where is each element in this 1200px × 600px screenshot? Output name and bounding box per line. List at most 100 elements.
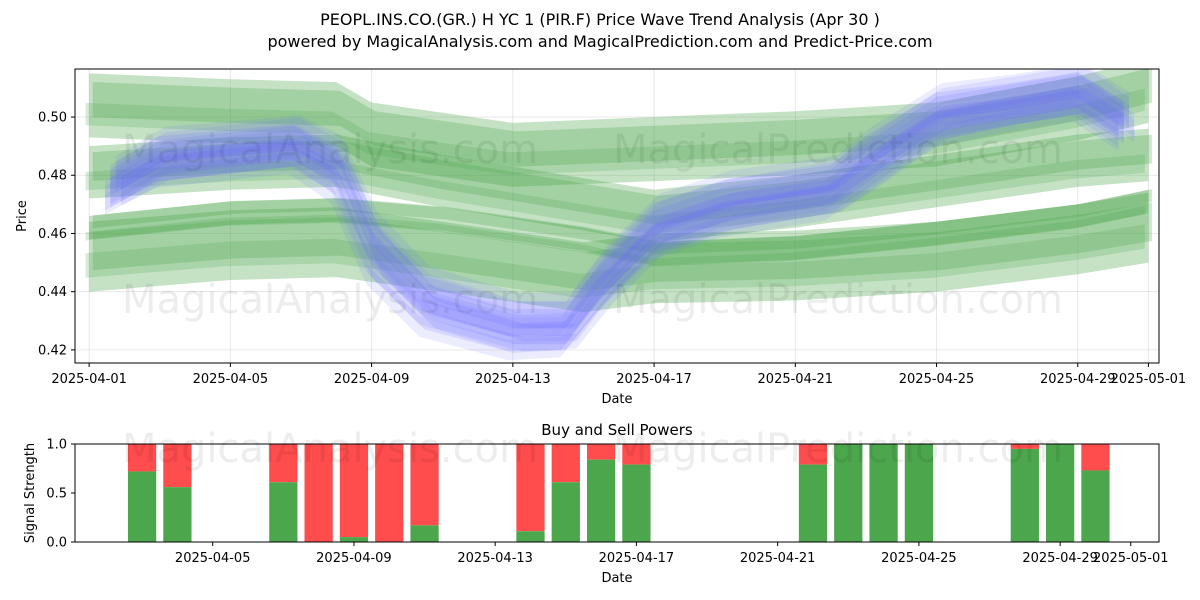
sell-bar: [551, 444, 580, 483]
price-y-label: Price: [15, 200, 30, 232]
sell-bar: [304, 444, 333, 542]
signal-x-tick-label: 2025-04-05: [175, 551, 251, 566]
wave-band-blue-wave-1: [120, 87, 1135, 342]
signal-x-label: Date: [601, 571, 632, 586]
sell-bar: [516, 444, 545, 532]
wave-band-green-wave-upper: [92, 69, 1152, 167]
sell-bar: [163, 444, 192, 488]
buy-bar: [586, 459, 616, 542]
signal-x-tick-label: 2025-04-21: [740, 551, 816, 566]
buy-bar: [339, 537, 369, 542]
buy-bar: [1046, 444, 1075, 542]
sell-bar: [339, 444, 369, 538]
signal-x-tick-label: 2025-04-25: [881, 551, 957, 566]
chart-title: PEOPL.INS.CO.(GR.) H YC 1 (PIR.F) Price …: [320, 10, 880, 29]
wave-band-blue-wave-2: [115, 76, 1130, 339]
signal-y-label: Signal Strength: [23, 443, 38, 543]
signal-y-tick-label: 0.5: [46, 487, 67, 502]
price-x-tick-label: 2025-04-21: [758, 372, 834, 387]
buy-bar: [1081, 470, 1110, 542]
buy-bar: [127, 471, 157, 542]
sell-bar: [622, 444, 651, 465]
watermark-analysis: MagicalAnalysis.com: [122, 127, 538, 173]
price-x-tick-label: 2025-05-01: [1111, 372, 1187, 387]
price-x-tick-label: 2025-04-17: [616, 372, 692, 387]
signal-y-ticks: 0.0 0.5 1.0: [46, 438, 75, 551]
watermark-analysis-3: MagicalAnalysis.com: [122, 426, 538, 472]
signal-x-tick-label: 2025-04-29: [1022, 551, 1098, 566]
buy-bar: [798, 464, 828, 542]
buy-bar: [269, 482, 298, 542]
buy-bar: [622, 464, 651, 542]
price-y-tick-label: 0.42: [38, 343, 67, 358]
wave-band-green-wave-mid: [85, 154, 1145, 234]
buy-bar: [1010, 448, 1039, 542]
buy-bar: [410, 525, 439, 542]
buy-bar: [163, 487, 192, 542]
sell-bar: [410, 444, 439, 526]
price-x-label: Date: [601, 392, 632, 407]
buy-bar: [516, 531, 545, 542]
wave-band-green-trend: [85, 206, 1145, 267]
sell-bar: [269, 444, 298, 483]
sell-bar: [375, 444, 404, 542]
price-x-tick-label: 2025-04-29: [1040, 372, 1116, 387]
wave-band-blue-wave-3: [105, 87, 1119, 336]
price-y-tick-label: 0.44: [38, 285, 67, 300]
price-axes-frame: [74, 68, 1160, 364]
wave-band-green-wave-lower: [85, 224, 1145, 299]
price-y-tick-label: 0.46: [38, 227, 67, 242]
sell-bar: [798, 444, 828, 465]
price-x-tick-label: 2025-04-09: [334, 372, 410, 387]
price-watermarks: MagicalAnalysis.com MagicalPrediction.co…: [122, 127, 1063, 323]
sell-bar: [127, 444, 157, 472]
signal-title: Buy and Sell Powers: [541, 421, 693, 439]
wave-band-green-wave-mid: [92, 134, 1152, 225]
signal-y-tick-label: 0.0: [46, 536, 67, 551]
signal-x-tick-label: 2025-04-17: [599, 551, 675, 566]
wave-band-blue-wave-1: [105, 90, 1119, 351]
buy-bar: [869, 444, 898, 542]
watermark-prediction: MagicalPrediction.com: [613, 127, 1063, 173]
price-y-ticks: 0.42 0.44 0.46 0.48 0.50: [38, 111, 75, 358]
signal-y-tick-label: 1.0: [46, 438, 67, 453]
watermark-analysis-2: MagicalAnalysis.com: [122, 277, 538, 323]
price-x-tick-label: 2025-04-25: [899, 372, 975, 387]
price-grid: [75, 69, 1159, 363]
wave-band-green-wave-mid: [89, 128, 1149, 243]
wave-band-green-wave-upper: [85, 88, 1145, 175]
wave-band-green-wave-lower: [89, 192, 1149, 313]
sell-bar: [1010, 444, 1039, 449]
signal-x-ticks: 2025-04-05 2025-04-09 2025-04-13 2025-04-17…: [175, 542, 1169, 566]
signal-plot: Buy and Sell Powers MagicalAnalysis.com …: [23, 421, 1169, 586]
wave-band-green-trend: [92, 189, 1152, 255]
wave-band-green-wave-lower: [92, 202, 1152, 291]
wave-band-blue-wave-1: [110, 73, 1124, 345]
buy-bar: [551, 482, 580, 542]
price-x-tick-label: 2025-04-05: [193, 372, 269, 387]
wave-band-green-trend: [89, 189, 1149, 266]
watermark-prediction-3: MagicalPrediction.com: [613, 426, 1063, 472]
wave-band-blue-wave-2: [110, 85, 1124, 353]
signal-x-tick-label: 2025-04-09: [316, 551, 392, 566]
watermark-prediction-2: MagicalPrediction.com: [613, 277, 1063, 323]
wave-band-blue-wave-3: [115, 69, 1129, 314]
wave-band-blue-wave-1: [115, 69, 1129, 329]
buy-bar: [904, 444, 934, 542]
price-x-ticks: 2025-04-01 2025-04-05 2025-04-09 2025-04-13…: [51, 363, 1186, 387]
chart-subtitle: powered by MagicalAnalysis.com and Magic…: [267, 32, 932, 51]
signal-watermarks: MagicalAnalysis.com MagicalPrediction.co…: [122, 426, 1063, 472]
sell-bar: [586, 444, 616, 460]
wave-band-blue-wave-2: [105, 101, 1119, 361]
signal-x-tick-label: 2025-05-01: [1093, 551, 1169, 566]
buy-bar: [834, 444, 863, 542]
price-x-tick-label: 2025-04-13: [475, 372, 551, 387]
price-y-tick-label: 0.48: [38, 169, 67, 184]
wave-band-green-wave-upper: [89, 69, 1149, 187]
wave-band-blue-wave-3: [110, 71, 1124, 329]
price-x-tick-label: 2025-04-01: [51, 372, 127, 387]
signal-x-tick-label: 2025-04-13: [457, 551, 533, 566]
price-y-tick-label: 0.50: [38, 111, 67, 126]
sell-bar: [1081, 444, 1110, 471]
